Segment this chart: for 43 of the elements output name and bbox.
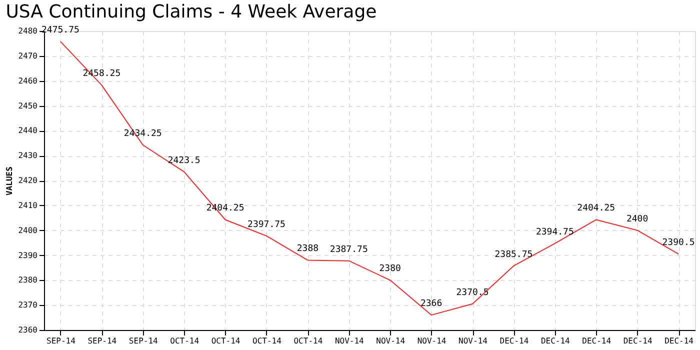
x-tick-label: DEC-14 (540, 336, 570, 346)
data-label: 2387.75 (330, 244, 368, 255)
y-axis-title: VALUES (5, 166, 14, 196)
data-label: 2400 (626, 214, 648, 224)
y-tick-label: 2380 (18, 276, 38, 285)
x-tick-label: SEP-14 (88, 336, 117, 346)
data-label: 2475.75 (42, 26, 80, 36)
chart-title: USA Continuing Claims - 4 Week Average (6, 2, 377, 23)
y-tick-label: 2360 (18, 326, 38, 334)
data-label: 2397.75 (248, 220, 286, 230)
y-tick-label: 2410 (18, 200, 38, 210)
data-label: 2423.5 (168, 156, 200, 166)
y-tick-label: 2400 (18, 226, 38, 235)
y-tick-label: 2430 (18, 151, 38, 160)
data-label: 2380 (379, 264, 401, 274)
data-label: 2366 (420, 299, 442, 310)
x-tick-label: SEP-14 (128, 336, 158, 346)
data-label: 2390.5 (662, 238, 695, 248)
x-tick-label: OCT-14 (294, 336, 323, 346)
x-tick-label: NOV-14 (417, 336, 446, 346)
y-tick-label: 2440 (18, 126, 38, 136)
y-tick-label: 2470 (18, 51, 38, 60)
data-label: 2404.25 (577, 204, 616, 214)
y-tick-label: 2370 (18, 300, 38, 310)
x-tick-label: OCT-14 (170, 336, 200, 346)
data-label: 2394.75 (536, 227, 574, 238)
x-tick-label: DEC-14 (500, 336, 529, 346)
x-tick-label: DEC-14 (664, 336, 694, 346)
x-tick-label: OCT-14 (211, 336, 240, 346)
x-tick-label: NOV-14 (334, 336, 364, 346)
x-tick-label: DEC-14 (582, 336, 612, 346)
y-tick-label: 2460 (18, 76, 38, 86)
y-tick-label: 2390 (18, 250, 38, 260)
x-tick-label: NOV-14 (458, 336, 488, 346)
x-tick-label: OCT-14 (252, 336, 282, 346)
x-tick-label: DEC-14 (623, 336, 652, 346)
data-label: 2388 (296, 244, 319, 254)
y-tick-label: 2420 (18, 176, 38, 185)
data-label: 2385.75 (494, 250, 533, 260)
x-tick-label: SEP-14 (46, 336, 76, 346)
x-tick-label: NOV-14 (376, 336, 406, 346)
y-tick-label: 2480 (18, 26, 38, 36)
y-tick-label: 2450 (18, 101, 38, 110)
